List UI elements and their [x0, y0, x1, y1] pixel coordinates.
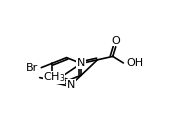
Text: Br: Br [25, 63, 38, 73]
Text: O: O [111, 36, 120, 46]
Text: OH: OH [126, 58, 143, 68]
Text: N: N [77, 58, 85, 68]
Text: CH$_3$: CH$_3$ [43, 71, 65, 84]
Text: N: N [67, 80, 75, 90]
